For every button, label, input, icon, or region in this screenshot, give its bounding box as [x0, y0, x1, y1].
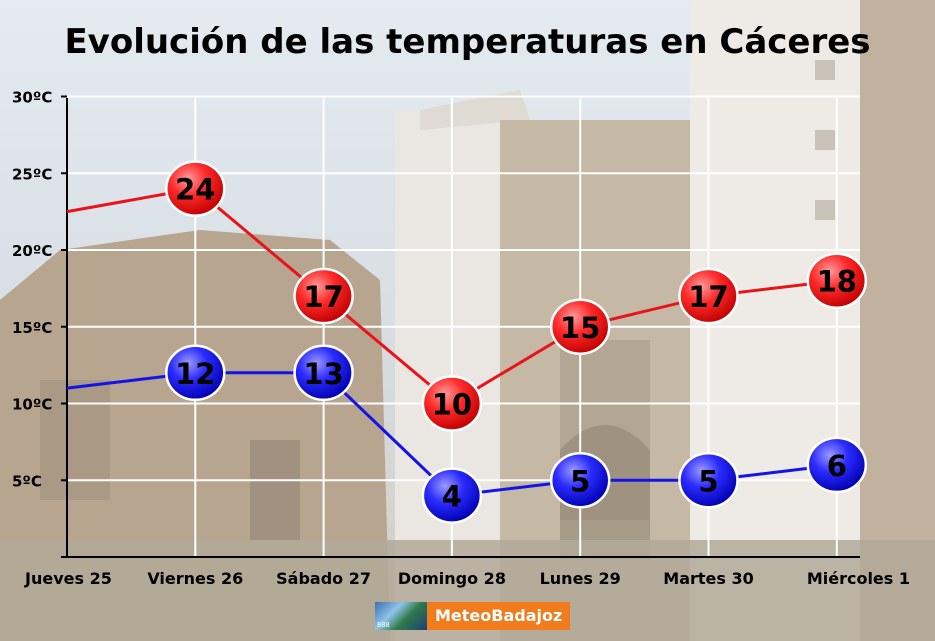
data-point-min — [806, 436, 868, 494]
x-tick-label: Miércoles 1 — [807, 569, 910, 588]
x-tick-label: Viernes 26 — [147, 569, 243, 588]
data-label-max: 17 — [303, 280, 343, 314]
data-label-min: 5 — [698, 464, 718, 498]
data-point-max — [806, 252, 868, 309]
y-tick-label: 15ºC — [12, 319, 52, 337]
data-label-max: 24 — [175, 173, 215, 207]
data-point-max — [549, 298, 611, 355]
data-point-min — [678, 452, 739, 509]
data-label-min: 12 — [175, 357, 215, 391]
x-tick-label: Sábado 27 — [276, 569, 371, 588]
y-tick-label: 10ºC — [12, 396, 52, 414]
data-label-max: 18 — [817, 265, 857, 299]
data-point-max — [293, 267, 354, 325]
watermark: 888 MeteoBadajoz — [375, 602, 571, 630]
data-point-max — [678, 267, 739, 325]
data-point-min — [293, 344, 354, 402]
y-tick-label: 25ºC — [12, 165, 52, 183]
data-point-max — [421, 375, 483, 432]
data-point-min — [421, 467, 483, 524]
data-label-min: 13 — [303, 357, 343, 391]
x-tick-label: Lunes 29 — [540, 569, 621, 588]
x-tick-label: Domingo 28 — [398, 569, 506, 588]
data-label-max: 10 — [432, 388, 472, 422]
chart-title: Evolución de las temperaturas en Cáceres — [64, 22, 871, 62]
data-label-max: 15 — [560, 311, 600, 345]
watermark-brand: MeteoBadajoz — [427, 602, 571, 630]
y-tick-label: 5ºC — [12, 472, 42, 490]
meteobadajoz-logo-icon: 888 — [375, 602, 427, 630]
data-label-min: 6 — [827, 449, 847, 483]
data-label-max: 17 — [688, 280, 728, 314]
y-tick-label: 30ºC — [12, 89, 52, 107]
data-point-min — [549, 452, 611, 509]
data-point-min — [165, 344, 226, 402]
data-label-min: 5 — [570, 464, 590, 498]
data-point-max — [165, 160, 226, 217]
y-tick-label: 20ºC — [12, 242, 52, 260]
logo-text: 888 — [377, 621, 390, 629]
data-label-min: 4 — [442, 480, 462, 514]
x-tick-label: Martes 30 — [663, 569, 753, 588]
x-tick-label: Jueves 25 — [24, 569, 112, 588]
